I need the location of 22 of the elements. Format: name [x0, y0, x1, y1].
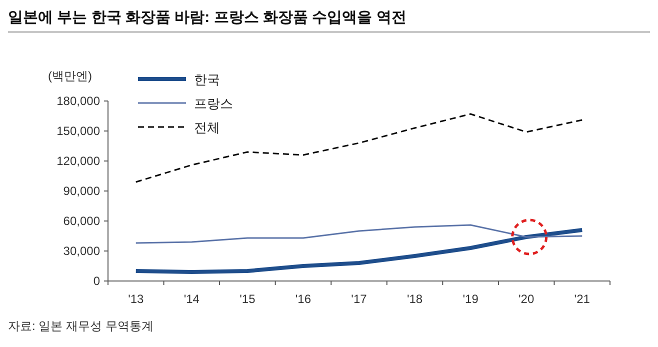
x-tick-label: '15 [240, 292, 256, 306]
x-tick-label: '20 [518, 292, 534, 306]
y-tick-label: 90,000 [63, 184, 100, 198]
y-tick-label: 60,000 [63, 214, 100, 228]
x-tick-label: '21 [574, 292, 590, 306]
chart-title: 일본에 부는 한국 화장품 바람: 프랑스 화장품 수입액을 역전 [8, 9, 406, 26]
x-tick-label: '18 [406, 292, 423, 306]
x-tick-label: '14 [184, 292, 200, 306]
x-tick-label: '16 [295, 292, 312, 306]
x-tick-label: '19 [462, 292, 479, 306]
x-tick-label: '17 [351, 292, 368, 306]
y-tick-label: 30,000 [63, 244, 100, 258]
y-axis-title: (백만엔) [48, 69, 92, 83]
legend-label: 전체 [194, 120, 220, 135]
text: 자료: 일본 재무성 무역통계 [8, 319, 154, 333]
y-tick-label: 150,000 [56, 124, 100, 138]
legend-label: 한국 [194, 72, 220, 87]
legend-label: 프랑스 [194, 96, 233, 111]
y-tick-label: 0 [93, 274, 100, 288]
y-tick-label: 180,000 [56, 94, 100, 108]
x-tick-label: '13 [128, 292, 144, 306]
y-tick-label: 120,000 [56, 154, 100, 168]
